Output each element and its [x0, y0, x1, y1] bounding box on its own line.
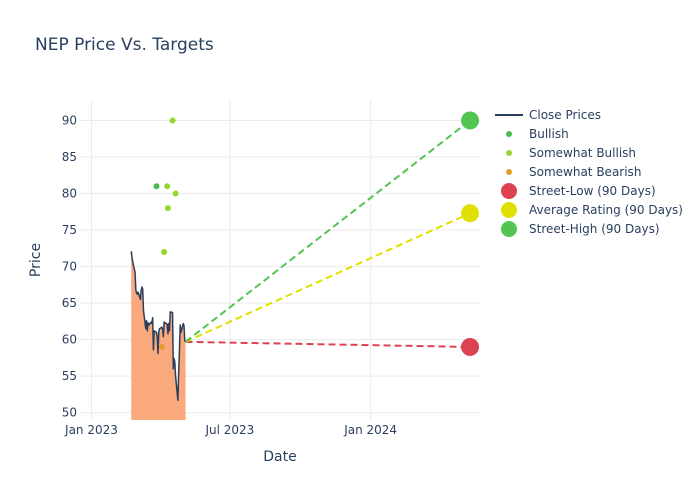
street-low-marker — [461, 337, 480, 356]
y-tick-label: 75 — [62, 223, 77, 237]
legend-label: Street-Low (90 Days) — [529, 184, 656, 198]
close-price-area — [131, 251, 186, 420]
rating-point — [161, 248, 168, 255]
legend-marker-swatch — [501, 202, 517, 218]
close-price-line — [130, 251, 186, 402]
x-axis-title: Date — [263, 449, 296, 465]
rating-point — [169, 117, 176, 124]
legend-label: Average Rating (90 Days) — [529, 203, 683, 217]
rating-point — [172, 190, 179, 197]
legend-marker-swatch — [506, 150, 512, 156]
y-tick-label: 55 — [62, 369, 77, 383]
y-tick-label: 85 — [62, 150, 77, 164]
chart-title: NEP Price Vs. Targets — [35, 35, 214, 55]
street-low-target-line — [185, 340, 471, 348]
legend-label: Close Prices — [529, 108, 601, 122]
y-axis-title: Price — [28, 243, 44, 277]
y-tick-label: 50 — [62, 406, 77, 420]
y-tick-label: 90 — [62, 113, 77, 127]
legend-label: Somewhat Bearish — [529, 165, 641, 179]
average-rating-marker — [461, 204, 480, 223]
legend-marker-swatch — [501, 183, 517, 199]
legend-label: Somewhat Bullish — [529, 146, 636, 160]
legend-marker-swatch — [506, 169, 512, 175]
tick-layer: 50 55 60 65 70 75 80 85 90 Jan 2023 Jul 2023 Jan 20… — [62, 113, 397, 437]
average-rating-target-line — [185, 212, 471, 343]
rating-point — [164, 205, 171, 212]
legend-marker-swatch — [501, 221, 517, 237]
y-tick-label: 60 — [62, 333, 77, 347]
legend-label: Street-High (90 Days) — [529, 222, 660, 236]
x-tick-label: Jul 2023 — [204, 423, 254, 437]
rating-point — [158, 343, 165, 350]
x-tick-label: Jan 2024 — [343, 423, 397, 437]
street-high-target-line — [184, 119, 471, 343]
rating-point — [153, 183, 160, 190]
legend-marker-swatch — [506, 131, 512, 137]
y-tick-label: 70 — [62, 260, 77, 274]
street-high-marker — [461, 111, 480, 130]
data-layer — [130, 111, 480, 420]
x-tick-label: Jan 2023 — [64, 423, 118, 437]
legend-label: Bullish — [529, 127, 569, 141]
rating-point — [164, 183, 171, 190]
y-tick-label: 65 — [62, 296, 77, 310]
y-tick-label: 80 — [62, 187, 77, 201]
legend: Close Prices Bullish Somewhat Bullish Somew… — [495, 108, 683, 237]
